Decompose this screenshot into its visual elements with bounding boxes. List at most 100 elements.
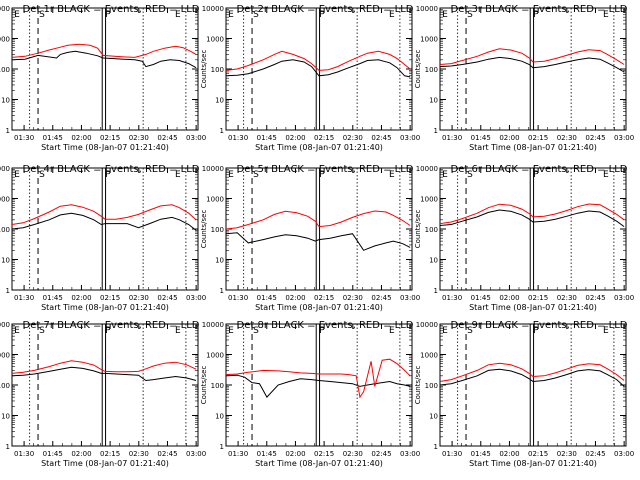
plot-frame (11, 323, 199, 447)
y-tick-label: 1000 (420, 36, 438, 44)
event-marker: E (175, 326, 181, 336)
event-marker: E (175, 10, 181, 20)
x-axis-label: Start Time (08-Jan-07 01:21:40) (255, 459, 383, 468)
x-tick-label: 01:45 (257, 134, 277, 142)
x-tick-label: 02:30 (557, 450, 577, 458)
series-events (225, 232, 411, 251)
x-tick-label: 02:15 (528, 134, 548, 142)
series-lld (225, 210, 411, 230)
y-tick-label: 1 (6, 127, 10, 135)
event-marker: S (39, 326, 45, 336)
panel-title: Det 2r BLACK = Events, RED = LLD (237, 4, 414, 15)
x-axis-label: Start Time (08-Jan-07 01:21:40) (41, 459, 169, 468)
x-tick-label: 01:45 (257, 450, 277, 458)
x-tick-label: 02:45 (585, 134, 605, 142)
x-tick-label: 03:00 (614, 294, 634, 302)
event-marker: E (14, 10, 20, 20)
x-tick-label: 02:15 (100, 134, 120, 142)
x-tick-label: 01:30 (228, 134, 248, 142)
y-tick-label: 100 (425, 66, 438, 74)
event-marker: E (228, 10, 234, 20)
panel-title: Det 7r BLACK = Events, RED = LLD (23, 320, 200, 331)
x-tick-label: 01:45 (471, 294, 491, 302)
event-marker: E (389, 170, 395, 180)
y-axis-label: Counts/sec (414, 210, 422, 249)
series-events (225, 59, 411, 78)
event-marker: E (603, 326, 609, 336)
series-lld (225, 50, 411, 71)
y-tick-label: 1 (6, 287, 10, 295)
event-marker: S (253, 170, 259, 180)
x-tick-label: 02:45 (157, 134, 177, 142)
event-marker: P (105, 170, 111, 180)
x-tick-label: 02:30 (557, 134, 577, 142)
y-tick-label: 1 (434, 443, 438, 451)
y-axis-label: Counts/sec (414, 50, 422, 89)
x-axis-label: Start Time (08-Jan-07 01:21:40) (469, 459, 597, 468)
panel-2: Det 2r BLACK = Events, RED = LLD 1 10 100 10… (200, 4, 420, 152)
plot-frame (439, 323, 627, 447)
y-tick-label: 10000 (0, 5, 10, 13)
y-tick-label: 1000 (0, 196, 10, 204)
x-tick-label: 03:00 (614, 450, 634, 458)
x-tick-label: 03:00 (186, 450, 206, 458)
x-tick-label: 01:30 (228, 450, 248, 458)
x-axis-label: Start Time (08-Jan-07 01:21:40) (41, 303, 169, 312)
event-marker: P (319, 170, 325, 180)
event-marker: P (319, 10, 325, 20)
event-marker: S (253, 326, 259, 336)
x-tick-label: 03:00 (614, 134, 634, 142)
event-marker: E (228, 326, 234, 336)
x-tick-label: 01:45 (43, 134, 63, 142)
x-tick-label: 02:00 (71, 294, 91, 302)
y-tick-label: 10 (1, 257, 10, 265)
y-tick-label: 10000 (416, 5, 438, 13)
x-tick-label: 02:00 (285, 134, 305, 142)
x-tick-label: 02:00 (499, 294, 519, 302)
x-tick-label: 01:30 (442, 134, 462, 142)
y-tick-label: 100 (0, 226, 10, 234)
series-lld (11, 360, 197, 374)
y-axis-label: Counts/sec (200, 366, 208, 405)
y-tick-label: 1000 (420, 352, 438, 360)
x-tick-label: 02:45 (371, 450, 391, 458)
x-tick-label: 01:30 (442, 294, 462, 302)
panel-title: Det 4r BLACK = Events, RED = LLD (23, 164, 200, 175)
series-events (225, 374, 411, 398)
y-tick-label: 10000 (202, 321, 224, 329)
x-tick-label: 01:30 (442, 450, 462, 458)
series-lld (439, 203, 625, 225)
x-tick-label: 03:00 (186, 294, 206, 302)
panel-title: Det 9r BLACK = Events, RED = LLD (451, 320, 628, 331)
x-tick-label: 01:30 (228, 294, 248, 302)
y-tick-label: 100 (211, 66, 224, 74)
event-marker: E (228, 170, 234, 180)
x-axis-label: Start Time (08-Jan-07 01:21:40) (469, 143, 597, 152)
event-marker: E (442, 326, 448, 336)
series-events (439, 368, 625, 387)
x-tick-label: 02:30 (343, 450, 363, 458)
y-tick-label: 1000 (0, 36, 10, 44)
x-axis-label: Start Time (08-Jan-07 01:21:40) (41, 143, 169, 152)
x-tick-label: 02:15 (314, 450, 334, 458)
event-marker: S (39, 10, 45, 20)
event-marker: S (39, 170, 45, 180)
x-tick-label: 01:30 (14, 294, 34, 302)
y-tick-label: 10000 (0, 321, 10, 329)
x-tick-label: 03:00 (186, 134, 206, 142)
x-tick-label: 03:00 (400, 134, 420, 142)
series-events (11, 50, 197, 69)
y-tick-label: 1 (220, 443, 224, 451)
plot-frame (225, 167, 413, 291)
event-marker: P (105, 10, 111, 20)
event-marker: P (533, 170, 539, 180)
y-tick-label: 10 (429, 97, 438, 105)
x-tick-label: 02:00 (71, 450, 91, 458)
event-marker: E (175, 170, 181, 180)
y-axis-label: Counts/sec (200, 50, 208, 89)
x-tick-label: 02:00 (71, 134, 91, 142)
x-tick-label: 02:30 (343, 134, 363, 142)
plot-frame (11, 167, 199, 291)
x-tick-label: 02:30 (557, 294, 577, 302)
